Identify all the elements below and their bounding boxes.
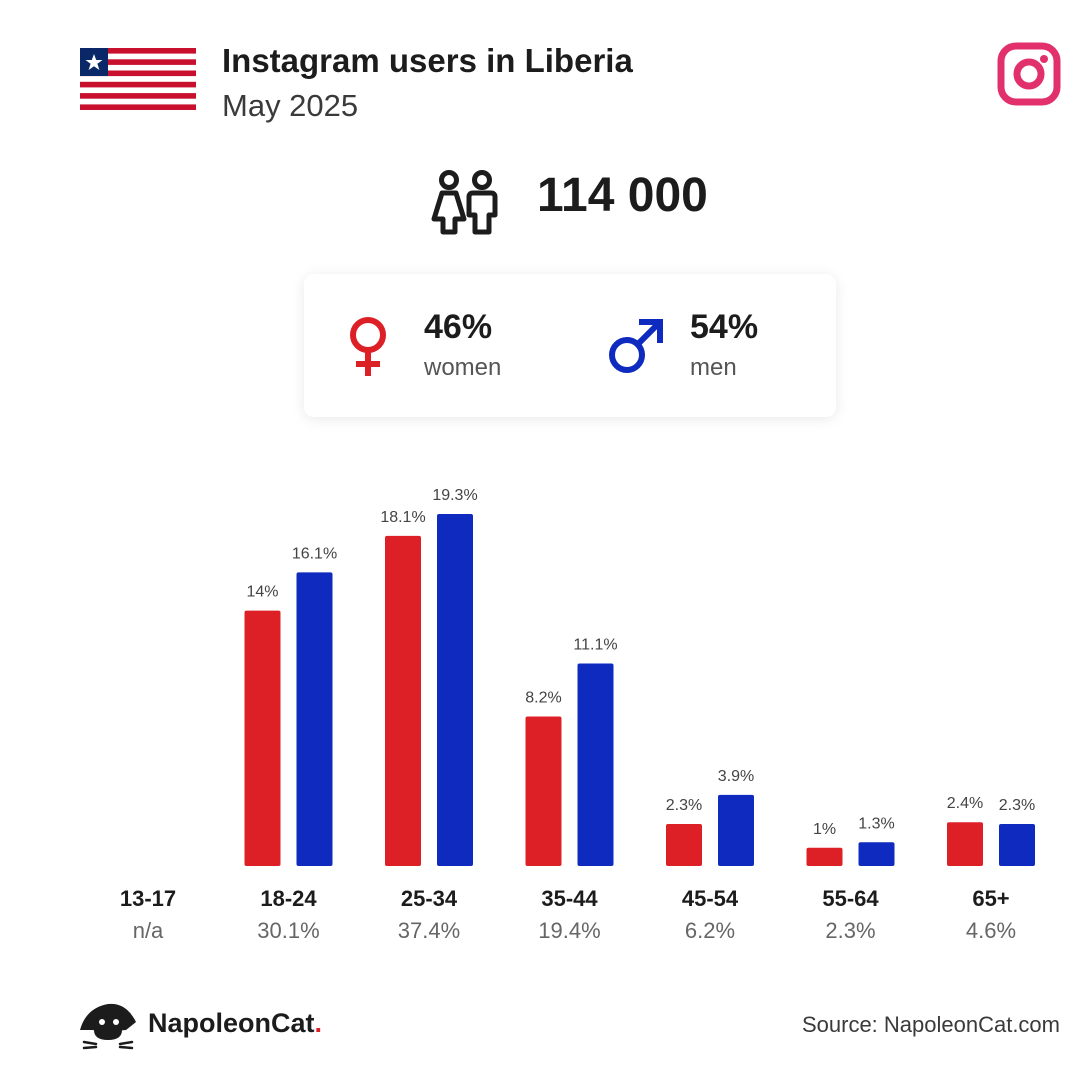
age-group-label: 55-64 — [822, 886, 879, 911]
bar-value-label: 2.3% — [999, 797, 1035, 814]
bar-men-45-54 — [718, 794, 754, 866]
bar-men-35-44 — [577, 663, 614, 866]
page-title: Instagram users in Liberia — [222, 42, 633, 79]
men-percentage: 54% — [690, 308, 759, 346]
age-group-total: 30.1% — [257, 918, 319, 943]
age-group-total: 6.2% — [685, 918, 735, 943]
page-subtitle: May 2025 — [222, 88, 359, 123]
bar-men-55-64 — [858, 842, 895, 866]
age-group-total: 2.3% — [825, 918, 875, 943]
gender-card: 46% women 54% men — [304, 274, 836, 417]
male-symbol-icon — [609, 319, 663, 373]
bar-value-label: 2.3% — [666, 797, 702, 814]
bar-men-18-24 — [296, 572, 333, 866]
bar-value-label: 1.3% — [858, 815, 894, 832]
napoleoncat-logo-icon — [80, 1003, 136, 1050]
bar-men-25-34 — [437, 514, 473, 866]
bar-women-35-44 — [525, 716, 562, 866]
age-group-label: 25-34 — [401, 886, 458, 911]
age-group-label: 13-17 — [120, 886, 176, 911]
bar-value-label: 3.9% — [718, 768, 754, 785]
bar-women-65+ — [947, 822, 983, 866]
bar-value-label: 14% — [246, 584, 278, 601]
women-label: women — [424, 354, 502, 381]
liberia-flag-icon — [80, 48, 196, 110]
age-group-total: n/a — [133, 918, 164, 943]
brand-name: NapoleonCat. — [148, 1008, 322, 1039]
users-icon — [431, 170, 498, 235]
age-group-total: 37.4% — [398, 918, 460, 943]
age-group-total: 19.4% — [538, 918, 600, 943]
age-group-total: 4.6% — [966, 918, 1016, 943]
age-group-label: 45-54 — [682, 886, 739, 911]
age-group-label: 18-24 — [260, 886, 317, 911]
bar-value-label: 2.4% — [947, 795, 983, 812]
age-group-label: 65+ — [972, 886, 1009, 911]
bar-women-25-34 — [385, 535, 421, 866]
bar-value-label: 18.1% — [380, 509, 425, 526]
bar-value-label: 19.3% — [432, 487, 477, 504]
bar-women-55-64 — [806, 847, 843, 866]
source-text: Source: NapoleonCat.com — [801, 1012, 1060, 1037]
age-group-label: 35-44 — [541, 886, 598, 911]
men-label: men — [690, 354, 737, 381]
total-users: 114 000 — [537, 169, 708, 222]
age-gender-bar-chart: 13-17 n/a 14% 16.1% 18-24 30.1% 18.1% 19.3% 25-3… — [120, 487, 1035, 943]
instagram-icon — [997, 42, 1061, 106]
bar-women-45-54 — [666, 824, 702, 866]
bar-value-label: 16.1% — [292, 545, 337, 562]
brand-text: NapoleonCat — [148, 1008, 315, 1038]
bar-men-65+ — [999, 824, 1035, 866]
brand-dot: . — [314, 1008, 323, 1038]
bar-value-label: 1% — [813, 821, 836, 838]
women-percentage: 46% — [424, 308, 493, 346]
bar-value-label: 8.2% — [525, 689, 561, 706]
bar-value-label: 11.1% — [573, 637, 617, 654]
bar-women-18-24 — [244, 610, 281, 866]
female-symbol-icon — [350, 317, 386, 376]
